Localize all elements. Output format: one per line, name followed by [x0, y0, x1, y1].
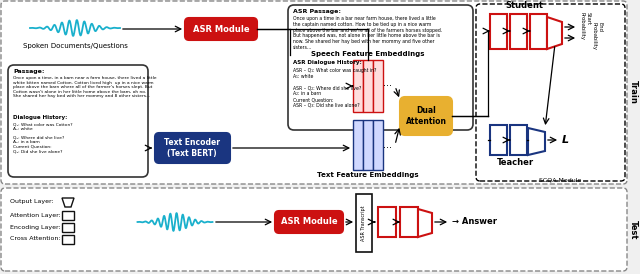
- Text: Encoding Layer:: Encoding Layer:: [10, 224, 61, 230]
- Text: L: L: [562, 135, 569, 145]
- Text: ASR – Q₁: What color was caught in?
A₁: white

ASR – Q₂: Where did she live?
A₂:: ASR – Q₁: What color was caught in? A₁: …: [293, 68, 376, 108]
- Bar: [530, 14, 547, 49]
- Text: ASR Passage:: ASR Passage:: [293, 9, 341, 14]
- Bar: [373, 60, 383, 112]
- Bar: [400, 207, 418, 237]
- Text: ASR Dialogue History:: ASR Dialogue History:: [293, 60, 362, 65]
- Text: Attention Layer:: Attention Layer:: [10, 213, 61, 218]
- Bar: [490, 14, 507, 49]
- Bar: [510, 14, 527, 49]
- Text: Text Feature Embeddings: Text Feature Embeddings: [317, 172, 419, 178]
- Text: ASR Transcript: ASR Transcript: [362, 205, 367, 241]
- Bar: [363, 60, 373, 112]
- FancyBboxPatch shape: [476, 4, 625, 181]
- Bar: [490, 125, 507, 155]
- Text: → Answer: → Answer: [452, 218, 497, 227]
- Text: ASR Module: ASR Module: [281, 218, 337, 227]
- Bar: [62, 211, 74, 220]
- Text: Dialogue History:: Dialogue History:: [13, 115, 67, 120]
- FancyBboxPatch shape: [155, 133, 230, 163]
- Bar: [373, 120, 383, 170]
- Text: Test: Test: [628, 220, 637, 240]
- Text: SCQA Module: SCQA Module: [539, 177, 581, 182]
- FancyBboxPatch shape: [1, 1, 627, 184]
- Bar: [62, 223, 74, 232]
- FancyBboxPatch shape: [400, 97, 452, 135]
- Text: Train: Train: [628, 80, 637, 104]
- Bar: [510, 125, 527, 155]
- Text: Dual
Attention: Dual Attention: [406, 106, 447, 126]
- FancyBboxPatch shape: [275, 211, 343, 233]
- Text: ...: ...: [383, 140, 392, 150]
- Text: Spoken Documents/Questions: Spoken Documents/Questions: [22, 43, 127, 49]
- FancyBboxPatch shape: [185, 18, 257, 40]
- FancyBboxPatch shape: [1, 188, 627, 271]
- Bar: [62, 235, 74, 244]
- Text: Text Encoder
(Text BERT): Text Encoder (Text BERT): [164, 138, 220, 158]
- Text: Teacher: Teacher: [497, 158, 534, 167]
- Text: Once upon a time, in a barn near a farm house, there lived a little
white kitten: Once upon a time, in a barn near a farm …: [13, 76, 157, 98]
- Bar: [356, 194, 372, 252]
- Bar: [378, 207, 396, 237]
- Text: Cross Attention:: Cross Attention:: [10, 236, 61, 241]
- Polygon shape: [62, 198, 74, 207]
- Text: Start
Probability: Start Probability: [580, 12, 591, 40]
- Bar: [353, 120, 363, 170]
- Text: Speech Feature Embeddings: Speech Feature Embeddings: [311, 51, 425, 57]
- Text: Once upon a time in a bar near farm house, there lived a little
the captain name: Once upon a time in a bar near farm hous…: [293, 16, 442, 50]
- Polygon shape: [528, 128, 545, 155]
- Text: Passage:: Passage:: [13, 69, 45, 74]
- Text: ...: ...: [383, 78, 392, 88]
- Text: Q₁: What color was Cotton?
A₁: white

Q₂: Where did she live?
A₂: in a barn
Curr: Q₁: What color was Cotton? A₁: white Q₂:…: [13, 122, 72, 154]
- Polygon shape: [547, 17, 562, 49]
- Text: Student: Student: [505, 1, 543, 10]
- Text: ASR Module: ASR Module: [193, 24, 250, 33]
- FancyBboxPatch shape: [288, 5, 473, 130]
- Polygon shape: [418, 209, 432, 237]
- FancyBboxPatch shape: [8, 65, 148, 177]
- Text: End
Probability: End Probability: [592, 22, 603, 50]
- Text: Output Layer:: Output Layer:: [10, 199, 54, 204]
- Bar: [353, 60, 363, 112]
- Bar: [363, 120, 373, 170]
